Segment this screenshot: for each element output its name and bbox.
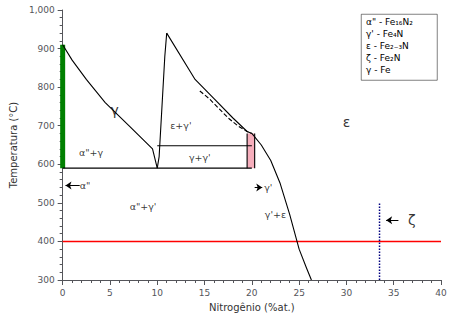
svg-text:900: 900	[37, 44, 54, 54]
svg-text:ζ: ζ	[408, 212, 416, 228]
svg-text:γ - Fe: γ - Fe	[366, 65, 391, 75]
svg-text:500: 500	[37, 198, 54, 208]
svg-text:γ+γ': γ+γ'	[189, 152, 211, 163]
svg-text:ε - Fe₂₋₃N: ε - Fe₂₋₃N	[366, 41, 409, 51]
svg-text:Nitrogênio (%at.): Nitrogênio (%at.)	[209, 302, 295, 313]
svg-text:30: 30	[341, 288, 353, 298]
svg-text:10: 10	[152, 288, 164, 298]
svg-text:800: 800	[37, 82, 54, 92]
svg-text:α": α"	[80, 180, 91, 191]
svg-text:700: 700	[37, 121, 54, 131]
svg-text:α"+γ: α"+γ	[79, 147, 104, 158]
svg-text:1,000: 1,000	[29, 5, 55, 15]
svg-text:α" - Fe₁₆N₂: α" - Fe₁₆N₂	[366, 17, 413, 27]
svg-text:ε: ε	[343, 114, 351, 130]
svg-text:300: 300	[37, 275, 54, 285]
svg-text:γ'+ε: γ'+ε	[265, 209, 286, 220]
svg-text:γ': γ'	[264, 182, 272, 193]
svg-text:600: 600	[37, 159, 54, 169]
svg-text:5: 5	[107, 288, 113, 298]
svg-text:40: 40	[435, 288, 447, 298]
svg-text:Temperatura (°C): Temperatura (°C)	[8, 102, 19, 190]
svg-text:γ: γ	[111, 102, 119, 118]
svg-text:15: 15	[199, 288, 210, 298]
svg-text:γ' - Fe₄N: γ' - Fe₄N	[366, 29, 403, 39]
svg-text:400: 400	[37, 236, 54, 246]
svg-text:25: 25	[293, 288, 304, 298]
svg-text:0: 0	[60, 288, 66, 298]
svg-text:α"+γ': α"+γ'	[130, 201, 157, 212]
svg-text:ζ - Fe₂N: ζ - Fe₂N	[366, 53, 400, 63]
svg-text:ε+γ': ε+γ'	[170, 120, 191, 131]
svg-text:20: 20	[246, 288, 258, 298]
svg-text:35: 35	[388, 288, 399, 298]
